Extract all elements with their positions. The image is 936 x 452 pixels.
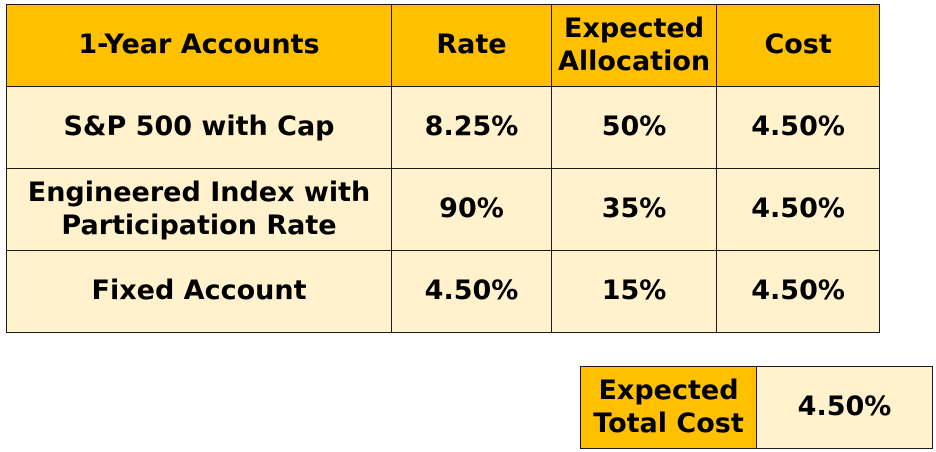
cost-cell: 4.50% (716, 168, 881, 251)
account-name: S&P 500 with Cap (6, 86, 392, 169)
table-row: S&P 500 with Cap 8.25% 50% 4.50% (6, 86, 881, 169)
rate-cell: 4.50% (391, 250, 552, 333)
header-cost: Cost (716, 4, 881, 87)
total-cost-label: Expected Total Cost (580, 366, 757, 449)
table-row: Engineered Index with Participation Rate… (6, 168, 881, 251)
header-accounts: 1-Year Accounts (6, 4, 392, 87)
allocation-cell: 50% (550, 86, 718, 169)
cost-cell: 4.50% (716, 86, 881, 169)
total-cost-value: 4.50% (756, 366, 933, 449)
total-cost-table: Expected Total Cost 4.50% (580, 366, 933, 449)
allocation-cell: 15% (550, 250, 718, 333)
cost-cell: 4.50% (716, 250, 881, 333)
header-rate: Rate (391, 4, 552, 87)
header-expected-allocation: Expected Allocation (550, 4, 718, 87)
total-row: Expected Total Cost 4.50% (580, 366, 933, 449)
allocation-cell: 35% (550, 168, 718, 251)
table-row: Fixed Account 4.50% 15% 4.50% (6, 250, 881, 333)
rate-cell: 8.25% (391, 86, 552, 169)
account-name: Engineered Index with Participation Rate (6, 168, 392, 251)
header-row: 1-Year Accounts Rate Expected Allocation… (6, 4, 881, 87)
account-name: Fixed Account (6, 250, 392, 333)
rate-cell: 90% (391, 168, 552, 251)
accounts-table: 1-Year Accounts Rate Expected Allocation… (6, 4, 881, 333)
